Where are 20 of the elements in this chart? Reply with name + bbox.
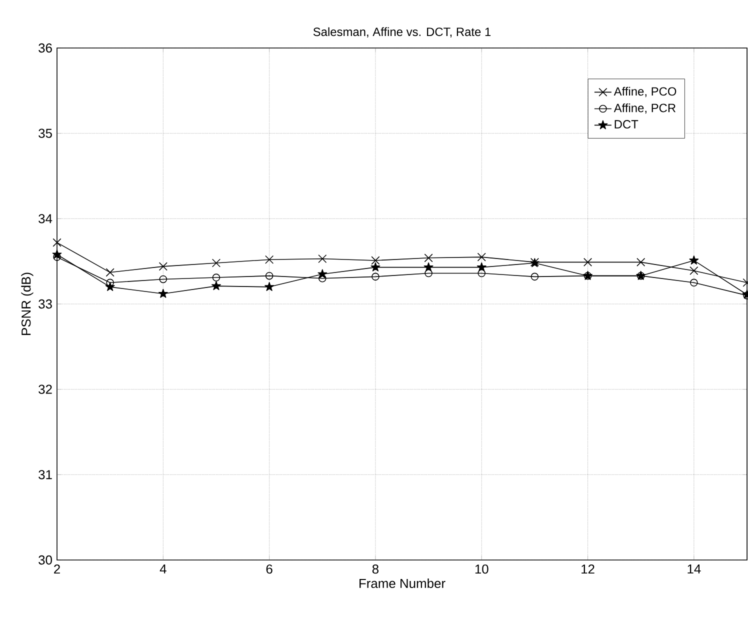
x-axis-title: Frame Number	[360, 578, 446, 588]
x-tick-label: 12	[582, 564, 594, 574]
legend-label: Affine, PCO	[614, 86, 676, 98]
y-axis-title: PSNR (dB)	[21, 272, 34, 335]
y-tick-label: 35	[38, 128, 52, 138]
legend-label: DCT	[614, 120, 638, 128]
y-tick-label: 36	[38, 43, 52, 53]
y-tick-label: 31	[38, 470, 52, 480]
chart-title: Salesman, Affine vs. DCT, Rate 1	[313, 27, 491, 38]
x-tick-label: 10	[475, 564, 488, 574]
x-tick-label: 8	[372, 564, 379, 574]
y-tick-label: 33	[38, 299, 52, 309]
y-tick-label: 32	[38, 384, 52, 394]
x-tick-label: 2	[54, 564, 60, 574]
x-tick-label: 4	[160, 564, 166, 574]
x-tick-label: 6	[266, 564, 272, 574]
legend-label: Affine, PCR	[614, 103, 676, 114]
x-tick-label: 14	[688, 564, 701, 574]
y-tick-label: 34	[38, 214, 52, 224]
y-tick-label: 30	[38, 555, 52, 565]
